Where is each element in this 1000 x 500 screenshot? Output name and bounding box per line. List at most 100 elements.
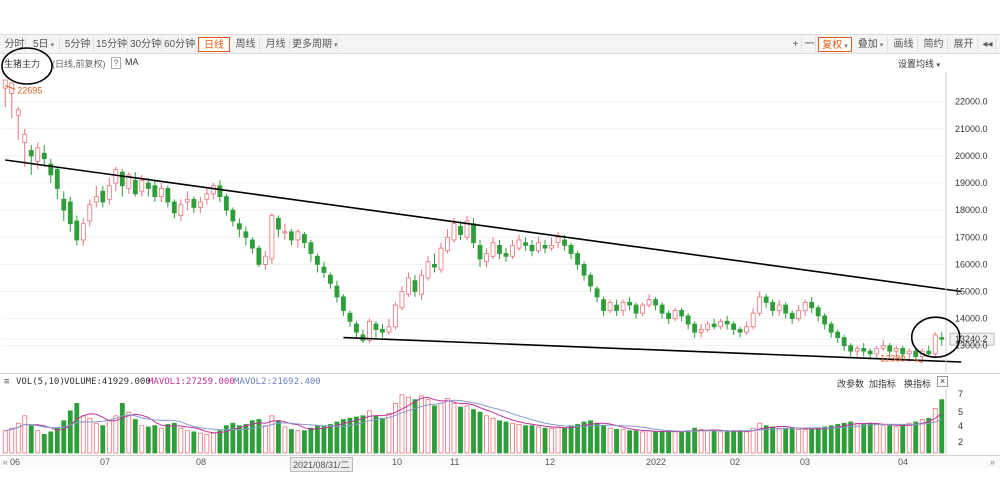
- ma-settings-button[interactable]: 设置均线 ▾: [898, 59, 941, 69]
- volume-bars: [2, 394, 945, 454]
- candle-body: [341, 296, 346, 311]
- volume-bar: [41, 434, 47, 454]
- candle: [854, 345, 860, 357]
- volume-bar: [28, 425, 34, 454]
- tool-button[interactable]: +: [790, 37, 802, 52]
- volume-bar: [926, 417, 932, 454]
- scroll-left-icon[interactable]: «: [3, 457, 9, 467]
- volume-bar: [132, 419, 138, 454]
- candle: [503, 248, 509, 262]
- candle: [705, 321, 711, 333]
- support-trendline[interactable]: [343, 336, 962, 363]
- period-button-label: 30分钟: [130, 39, 162, 50]
- volume-bar: [861, 424, 867, 454]
- candle: [516, 234, 522, 251]
- candle-body: [236, 223, 242, 230]
- candle-body: [243, 231, 249, 238]
- candle: [659, 302, 665, 319]
- candle-body: [698, 329, 704, 333]
- tool-button[interactable]: 画线: [890, 37, 918, 52]
- help-icon[interactable]: ?: [111, 57, 121, 69]
- candle-body: [627, 301, 632, 306]
- period-button[interactable]: 周线: [232, 37, 260, 52]
- volume-bar: [737, 430, 743, 454]
- candle-body: [607, 301, 613, 311]
- volume-bar: [692, 427, 698, 454]
- candle: [698, 324, 704, 338]
- candle: [581, 261, 587, 281]
- x-tick-label: 11: [450, 457, 460, 467]
- period-button[interactable]: 日线: [198, 37, 230, 52]
- candle-body: [471, 223, 476, 244]
- candle-body: [653, 299, 659, 306]
- volume-bar: [724, 431, 730, 454]
- add-indicator-button[interactable]: 加指标: [869, 379, 897, 389]
- volume-bar: [484, 415, 489, 454]
- volume-bar: [275, 420, 281, 454]
- resistance-trendline[interactable]: [5, 159, 962, 293]
- volume-axis: 7 5 4 2: [945, 389, 963, 455]
- volume-bar: [419, 395, 424, 454]
- y-tick-label: 20000.0: [955, 151, 988, 161]
- instrument-name[interactable]: 生猪主力: [4, 59, 41, 69]
- candle-body: [581, 263, 587, 276]
- period-button[interactable]: 5分钟: [62, 37, 94, 52]
- scroll-right-icon[interactable]: »: [990, 457, 996, 467]
- trendlines-group: [5, 159, 962, 363]
- volume-header: ≡ VOL(5,10) VOLUME:41929.000 MAVOL1:2725…: [0, 373, 1000, 389]
- candle: [282, 223, 288, 240]
- period-button[interactable]: 60分钟: [164, 37, 196, 52]
- period-button[interactable]: 分时: [4, 37, 26, 52]
- candle-body: [328, 274, 333, 284]
- candle-body: [145, 182, 151, 189]
- candle-body: [87, 204, 93, 222]
- period-button[interactable]: 15分钟: [96, 37, 128, 52]
- candle: [119, 169, 125, 197]
- tool-button[interactable]: 一: [804, 37, 816, 52]
- candle: [633, 302, 639, 319]
- close-icon[interactable]: ×: [937, 376, 948, 387]
- candle-body: [594, 288, 600, 298]
- candle-body: [100, 190, 106, 203]
- date-axis: « » 06 07 08 2021/08/31/二 10 11 12 2022 02 03 04: [0, 455, 1000, 472]
- volume-bar: [328, 424, 333, 454]
- vol-collapse-icon[interactable]: ≡: [4, 377, 10, 387]
- candle: [575, 250, 580, 270]
- tool-button-label: +: [792, 39, 799, 50]
- period-toolbar: 分时 5日 ▾ 5分钟 15分钟 30分钟 60分钟 日线 周线 月线 更多周期 ▾ + 一复权 ▾ 叠加 ▾ 画…: [0, 34, 1000, 54]
- candle: [308, 239, 314, 262]
- volume-bar: [809, 429, 815, 454]
- tool-button[interactable]: ◂◂: [980, 37, 996, 52]
- volume-bar: [61, 420, 67, 454]
- tool-button[interactable]: 简约: [920, 37, 948, 52]
- tool-button[interactable]: 叠加 ▾: [854, 37, 888, 52]
- candle: [627, 296, 632, 311]
- volume-bar: [828, 425, 834, 454]
- volume-bar: [679, 431, 685, 454]
- period-button[interactable]: 5日 ▾: [28, 37, 60, 52]
- tool-button[interactable]: 展开: [950, 37, 978, 52]
- volume-bar: [594, 422, 600, 454]
- candle-body: [74, 220, 80, 241]
- candle-body: [841, 337, 847, 347]
- candle: [210, 183, 216, 200]
- candle-body: [477, 245, 483, 260]
- volume-bar: [301, 430, 307, 454]
- dropdown-arrow-icon: ▾: [879, 42, 884, 49]
- candle: [757, 291, 763, 316]
- volume-bar: [900, 424, 906, 454]
- period-button[interactable]: 30分钟: [130, 37, 162, 52]
- candle-body: [555, 236, 561, 244]
- candle: [880, 340, 886, 352]
- candle-body: [126, 174, 132, 189]
- tool-button[interactable]: 复权 ▾: [818, 37, 852, 52]
- period-button[interactable]: 月线: [262, 37, 290, 52]
- x-tick-label: 08: [196, 457, 207, 467]
- switch-indicator-button[interactable]: 换指标: [904, 379, 932, 389]
- change-params-button[interactable]: 改参数: [837, 379, 865, 389]
- candle: [867, 348, 873, 360]
- candle-body: [191, 198, 197, 208]
- y-tick-label: 13240.2: [955, 334, 988, 344]
- candle-body: [516, 239, 522, 249]
- period-button[interactable]: 更多周期 ▾: [292, 37, 338, 52]
